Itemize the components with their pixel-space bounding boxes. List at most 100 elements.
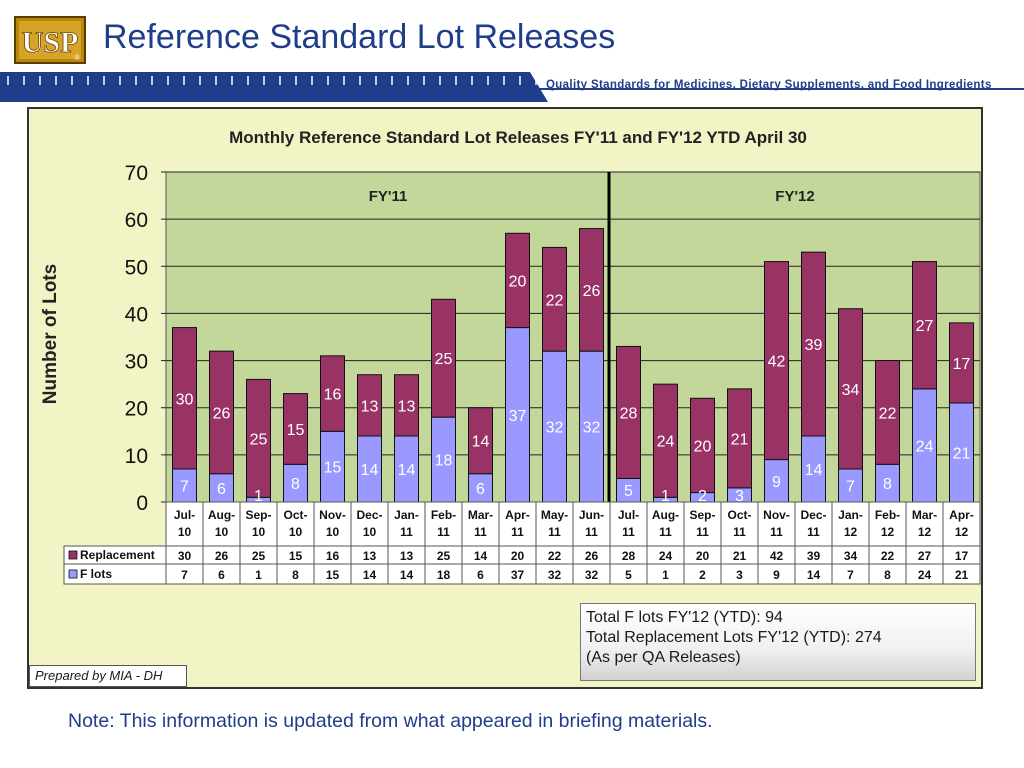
category-label-month: Jul-	[618, 508, 639, 522]
tagline: Quality Standards for Medicines, Dietary…	[546, 79, 992, 91]
bar-replacement	[431, 298, 456, 418]
category-label-year: 11	[733, 525, 746, 539]
data-label-replacement: 17	[953, 356, 971, 373]
data-label-f-lots: 2	[698, 488, 707, 505]
bar-f-lots	[468, 473, 493, 503]
data-label-replacement: 26	[213, 405, 231, 422]
bar-f-lots	[209, 473, 234, 503]
table-cell-f-lots: 2	[699, 568, 706, 582]
fiscal-period-label: FY'11	[369, 188, 408, 205]
data-label-f-lots: 8	[291, 476, 300, 493]
y-tick-label: 50	[125, 256, 148, 279]
y-tick-label: 20	[125, 398, 148, 421]
category-label-month: Feb-	[431, 508, 456, 522]
bar-replacement	[283, 393, 308, 465]
table-cell-f-lots: 37	[511, 568, 525, 582]
category-label-month: Oct-	[728, 508, 752, 522]
bar-f-lots	[431, 416, 456, 503]
category-label-month: Mar-	[468, 508, 493, 522]
data-label-replacement: 39	[805, 337, 823, 354]
data-label-f-lots: 18	[435, 453, 453, 470]
data-label-f-lots: 32	[583, 420, 601, 437]
chart-title: Monthly Reference Standard Lot Releases …	[229, 128, 807, 147]
data-label-f-lots: 37	[509, 408, 527, 425]
table-cell-replacement: 20	[696, 549, 710, 563]
slide-title: Reference Standard Lot Releases	[103, 18, 616, 56]
table-cell-f-lots: 7	[181, 568, 188, 582]
table-cell-f-lots: 5	[625, 568, 632, 582]
table-cell-replacement: 15	[289, 549, 303, 563]
bar-replacement	[616, 345, 641, 479]
data-label-replacement: 25	[435, 351, 453, 368]
data-label-replacement: 21	[731, 431, 749, 448]
category-label-year: 11	[622, 525, 635, 539]
bar-replacement	[875, 360, 900, 465]
data-label-f-lots: 7	[180, 479, 189, 496]
data-label-f-lots: 21	[953, 446, 971, 463]
table-cell-replacement: 22	[881, 549, 895, 563]
category-label-year: 10	[215, 525, 229, 539]
data-label-f-lots: 15	[324, 460, 342, 477]
table-cell-f-lots: 6	[477, 568, 484, 582]
y-axis-label: Number of Lots	[40, 264, 61, 404]
table-cell-f-lots: 21	[955, 568, 969, 582]
legend-label-f-lots: F lots	[80, 567, 112, 581]
table-cell-replacement: 25	[437, 549, 451, 563]
table-cell-replacement: 27	[918, 549, 932, 563]
bar-replacement	[505, 232, 530, 329]
category-label-month: Apr-	[949, 508, 974, 522]
category-label-year: 11	[474, 525, 487, 539]
data-label-replacement: 25	[250, 431, 268, 448]
category-label-year: 10	[363, 525, 377, 539]
category-label-month: Sep-	[245, 508, 271, 522]
data-label-f-lots: 24	[916, 438, 934, 455]
bar-replacement	[949, 322, 974, 404]
bar-f-lots	[838, 468, 863, 503]
data-label-replacement: 22	[879, 405, 897, 422]
data-label-replacement: 13	[398, 398, 416, 415]
table-cell-replacement: 22	[548, 549, 562, 563]
table-cell-replacement: 13	[400, 549, 414, 563]
category-label-year: 10	[178, 525, 192, 539]
table-cell-replacement: 14	[474, 549, 488, 563]
table-cell-replacement: 42	[770, 549, 784, 563]
bar-replacement	[838, 308, 863, 470]
category-label-month: Oct-	[284, 508, 308, 522]
data-label-f-lots: 6	[217, 481, 226, 498]
table-cell-replacement: 17	[955, 549, 969, 563]
table-cell-replacement: 21	[733, 549, 747, 563]
table-cell-replacement: 28	[622, 549, 636, 563]
category-label-year: 12	[918, 525, 932, 539]
fiscal-period-label: FY'12	[775, 188, 814, 205]
table-cell-f-lots: 8	[292, 568, 299, 582]
data-label-replacement: 13	[361, 398, 379, 415]
table-cell-f-lots: 32	[548, 568, 562, 582]
bar-replacement	[801, 251, 826, 437]
table-cell-f-lots: 32	[585, 568, 599, 582]
totals-box: Total F lots FY'12 (YTD): 94 Total Repla…	[580, 603, 976, 681]
category-label-month: Dec-	[800, 508, 826, 522]
table-cell-replacement: 24	[659, 549, 673, 563]
bar-replacement	[172, 327, 197, 470]
bar-f-lots	[505, 327, 530, 503]
table-cell-f-lots: 14	[363, 568, 377, 582]
table-cell-f-lots: 1	[255, 568, 262, 582]
category-label-year: 10	[289, 525, 303, 539]
data-label-replacement: 27	[916, 318, 934, 335]
legend-key-f-lots	[68, 569, 78, 579]
y-tick-label: 10	[125, 445, 148, 468]
data-label-f-lots: 6	[476, 481, 485, 498]
table-cell-f-lots: 8	[884, 568, 891, 582]
totals-source-note: (As per QA Releases)	[586, 649, 741, 666]
category-label-year: 11	[400, 525, 413, 539]
data-label-f-lots: 14	[361, 462, 379, 479]
y-tick-label: 70	[125, 162, 148, 185]
bar-f-lots	[394, 435, 419, 503]
table-cell-f-lots: 9	[773, 568, 780, 582]
category-label-month: May-	[541, 508, 568, 522]
category-label-month: Sep-	[689, 508, 715, 522]
category-label-month: Dec-	[356, 508, 382, 522]
data-label-f-lots: 5	[624, 483, 633, 500]
data-label-replacement: 14	[472, 434, 490, 451]
